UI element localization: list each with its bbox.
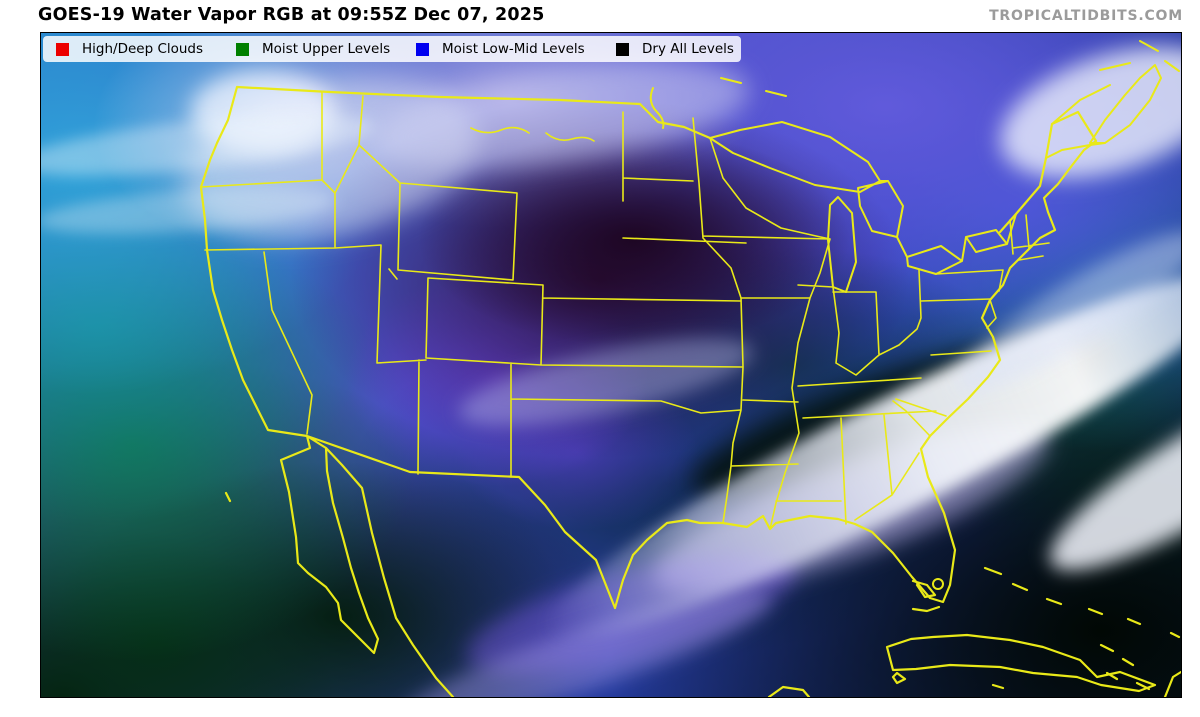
legend-item: Moist Low-Mid Levels [416,41,616,57]
legend-item: High/Deep Clouds [56,41,236,57]
cloud-band [191,71,336,153]
canada-outlines [649,40,1180,159]
state-lines [200,91,1050,530]
boundary-lines [199,40,1181,697]
boundary-overlay [199,40,1181,697]
satellite-map: High/Deep Clouds Moist Upper Levels Mois… [40,32,1182,698]
legend-swatch-high-deep-clouds [56,42,69,56]
legend-swatch-dry-all-levels [616,42,629,56]
legend-item: Dry All Levels [616,41,734,57]
legend-label: High/Deep Clouds [82,41,204,57]
page-title: GOES-19 Water Vapor RGB at 09:55Z Dec 07… [38,5,545,25]
island-outlines [767,566,1181,697]
legend-item: Moist Upper Levels [236,41,416,57]
legend-label: Moist Upper Levels [262,41,391,57]
legend: High/Deep Clouds Moist Upper Levels Mois… [43,36,741,62]
legend-label: Dry All Levels [642,41,734,57]
legend-swatch-moist-low-mid [416,42,429,56]
lake-okeechobee [932,578,944,590]
legend-label: Moist Low-Mid Levels [442,41,585,57]
site-watermark: TROPICALTIDBITS.COM [989,8,1183,24]
legend-swatch-moist-upper [236,42,249,56]
great-lakes [709,121,1017,293]
